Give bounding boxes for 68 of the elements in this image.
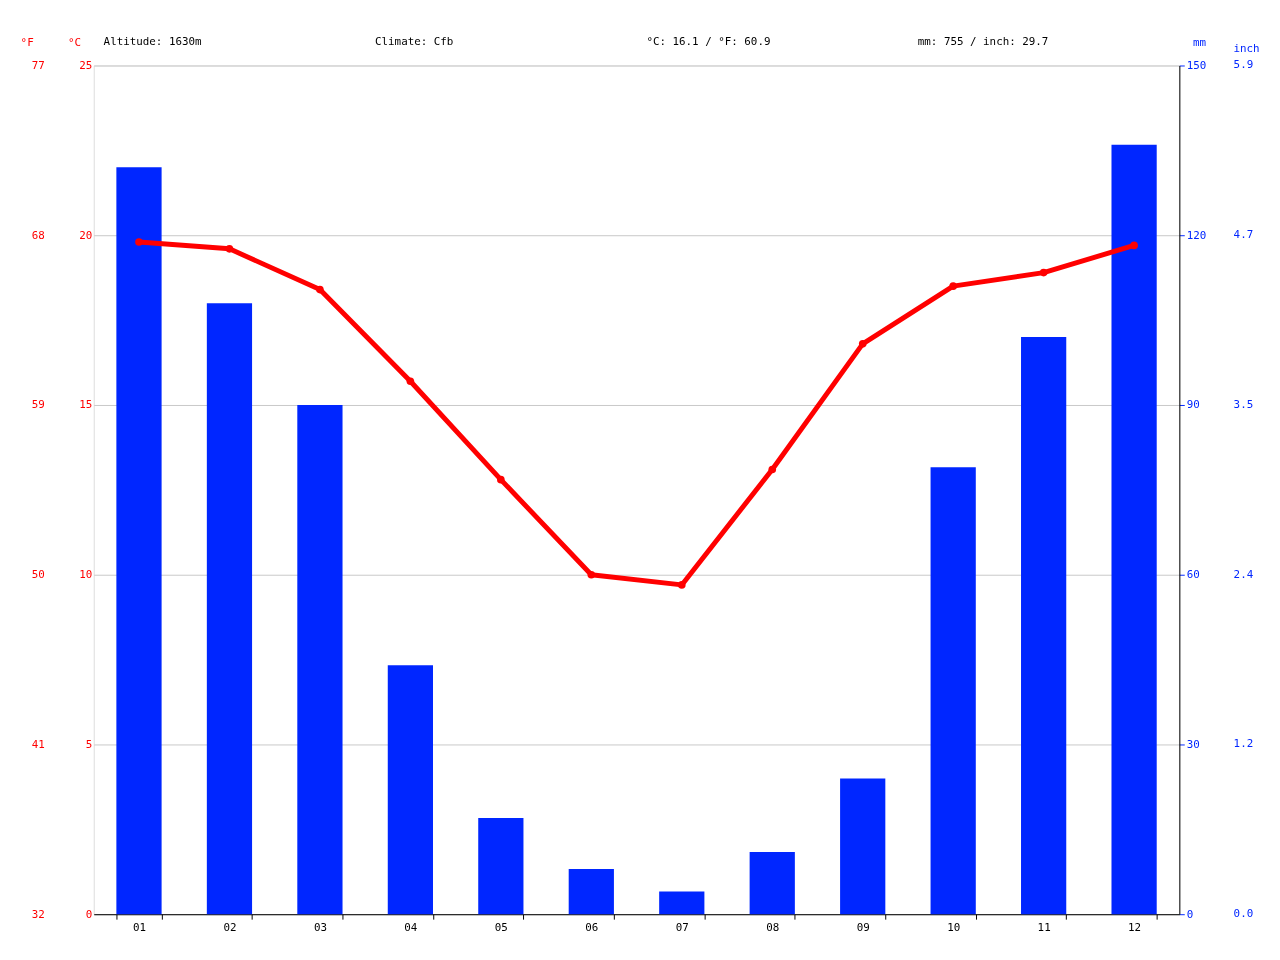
y3-tick-label: 32: [31, 907, 45, 921]
x-tick-label: 04: [404, 920, 418, 934]
bar: [297, 404, 343, 915]
point: [768, 465, 777, 474]
text: 1.2: [1233, 737, 1254, 751]
point: [1130, 241, 1138, 250]
bar: [659, 891, 705, 915]
x-tick-label: 08: [766, 920, 780, 934]
point: [225, 245, 234, 253]
x-tick-label: 01: [132, 920, 147, 934]
y-tick-label: 5: [85, 737, 93, 751]
bar: [478, 818, 524, 915]
x-tick-label: 07: [675, 920, 689, 934]
text: 0.0: [1233, 907, 1254, 921]
text: mm: 755 / inch: 29.7: [917, 34, 1049, 48]
y2-tick-label: 90: [1186, 398, 1200, 412]
y-tick-label: 0: [85, 907, 93, 921]
bar: [749, 851, 795, 915]
x-tick-label: 09: [856, 920, 870, 934]
bar: [930, 467, 976, 915]
y-tick-label: 25: [79, 58, 93, 72]
point: [858, 340, 867, 348]
y2-tick-label: 30: [1186, 737, 1200, 751]
bar: [840, 778, 886, 915]
point: [677, 581, 686, 589]
point: [587, 570, 596, 579]
text: °C: 16.1 / °F: 60.9: [646, 34, 771, 48]
y2-axis-title: mm: [1193, 36, 1207, 50]
point: [1039, 268, 1048, 277]
x-tick-label: 10: [947, 920, 961, 934]
point: [135, 238, 143, 246]
bar: [116, 167, 162, 915]
bar: [387, 665, 433, 915]
text: 3.5: [1233, 397, 1254, 411]
point: [316, 285, 324, 294]
text: 2.4: [1233, 567, 1254, 581]
y3-tick-label: 68: [31, 228, 45, 242]
y3-tick-label: 50: [31, 568, 45, 582]
bar: [206, 303, 253, 915]
y3-tick-label: 77: [31, 58, 45, 72]
bar: [1021, 337, 1067, 915]
y3-axis-title: °F: [20, 36, 34, 50]
x-tick-label: 03: [313, 920, 327, 934]
point: [497, 475, 505, 484]
y-tick-label: 15: [79, 398, 93, 412]
x-tick-label: 05: [494, 920, 508, 934]
y2-tick-label: 120: [1186, 228, 1207, 242]
y2-tick-label: 60: [1186, 568, 1200, 582]
y-tick-label: 10: [79, 568, 93, 582]
bar: [1111, 144, 1157, 915]
y2-tick-label: 150: [1186, 58, 1207, 72]
x-tick-label: 11: [1037, 920, 1051, 934]
y3-tick-label: 59: [31, 398, 45, 412]
text: 4.7: [1233, 228, 1254, 242]
text: 5.9: [1233, 58, 1254, 72]
point: [949, 282, 957, 290]
y-tick-label: 20: [79, 228, 93, 242]
y3-tick-label: 41: [31, 737, 45, 751]
x-tick-label: 12: [1128, 920, 1142, 934]
text: Altitude: 1630m: [103, 34, 203, 48]
x-tick-label: 06: [585, 920, 599, 934]
x-tick-label: 02: [223, 920, 237, 934]
text: Climate: Cfb: [375, 34, 454, 48]
text: inch: [1233, 41, 1260, 55]
y2-tick-label: 0: [1186, 907, 1194, 921]
y-axis-title: °C: [67, 36, 82, 50]
bar: [568, 868, 614, 915]
point: [406, 377, 415, 386]
